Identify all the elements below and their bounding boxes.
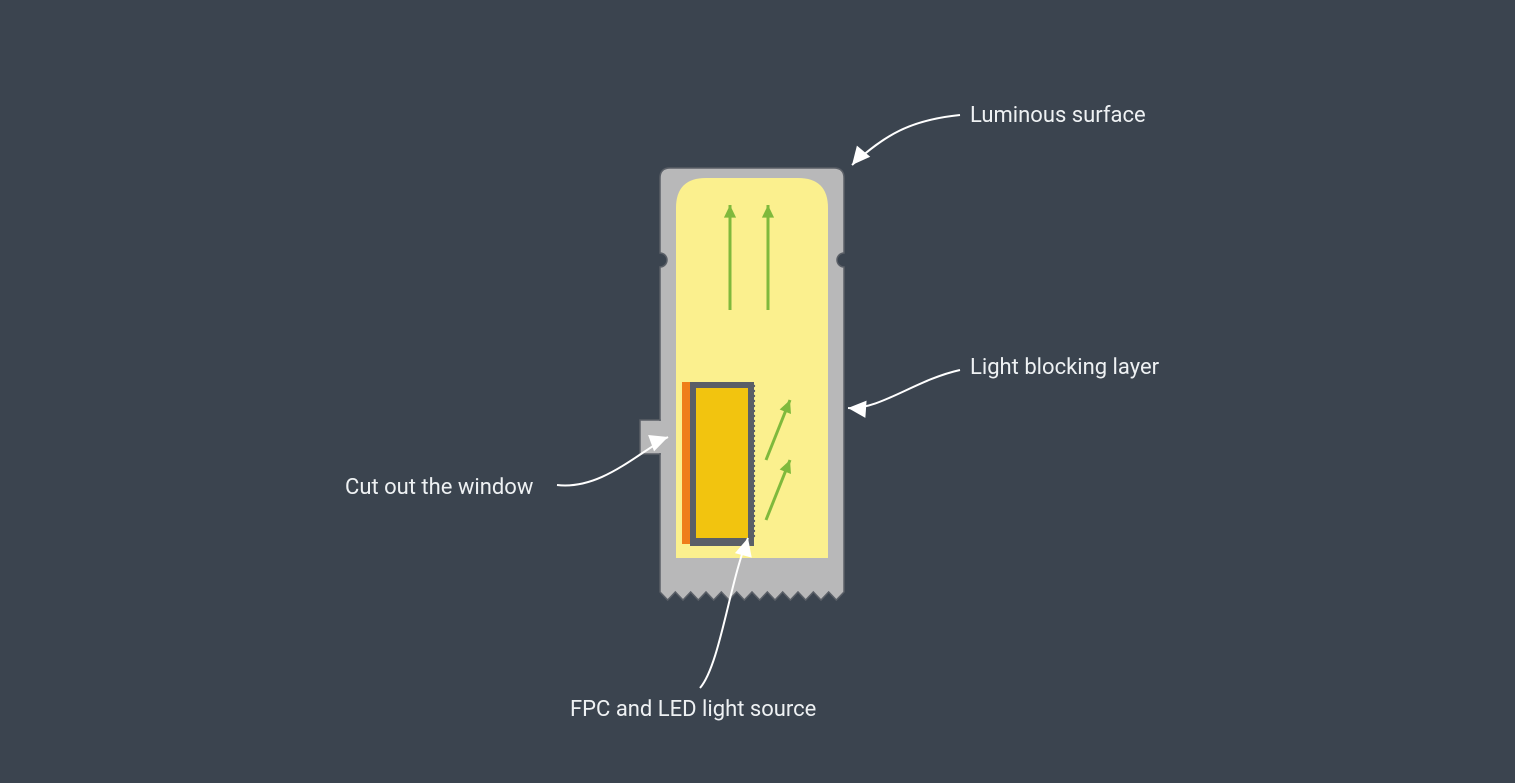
label-fpc-led: FPC and LED light source <box>570 697 816 722</box>
fpc-orange-bar <box>682 382 690 544</box>
led-dotted-edge <box>753 390 755 392</box>
led-dotted-edge <box>753 475 755 477</box>
led-dotted-edge <box>753 505 755 507</box>
diagram-svg <box>0 0 1515 783</box>
led-dotted-edge <box>753 520 755 522</box>
led-dotted-edge <box>753 405 755 407</box>
led-dotted-edge <box>753 435 755 437</box>
led-dotted-edge <box>753 500 755 502</box>
led-dotted-edge <box>753 445 755 447</box>
led-dotted-edge <box>753 450 755 452</box>
led-dotted-edge <box>753 440 755 442</box>
luminous-surface-callout-arrowhead <box>852 146 870 165</box>
light-blocking-layer-callout-arrowhead <box>848 401 867 418</box>
led-dotted-edge <box>753 515 755 517</box>
led-dotted-edge <box>753 525 755 527</box>
led-dotted-edge <box>753 395 755 397</box>
led-dotted-edge <box>753 535 755 537</box>
led-dotted-edge <box>753 460 755 462</box>
led-emitter <box>696 388 748 538</box>
led-dotted-edge <box>753 480 755 482</box>
led-dotted-edge <box>753 465 755 467</box>
led-dotted-edge <box>753 385 755 387</box>
led-dotted-edge <box>753 470 755 472</box>
led-dotted-edge <box>753 495 755 497</box>
led-dotted-edge <box>753 510 755 512</box>
led-dotted-edge <box>753 400 755 402</box>
led-dotted-edge <box>753 430 755 432</box>
led-dotted-edge <box>753 490 755 492</box>
led-dotted-edge <box>753 425 755 427</box>
label-luminous-surface: Luminous surface <box>970 103 1146 128</box>
led-dotted-edge <box>753 415 755 417</box>
label-cut-out-window: Cut out the window <box>345 475 533 500</box>
led-dotted-edge <box>753 410 755 412</box>
led-dotted-edge <box>753 420 755 422</box>
led-dotted-edge <box>753 485 755 487</box>
led-dotted-edge <box>753 530 755 532</box>
led-dotted-edge <box>753 455 755 457</box>
label-light-blocking-layer: Light blocking layer <box>970 355 1159 380</box>
